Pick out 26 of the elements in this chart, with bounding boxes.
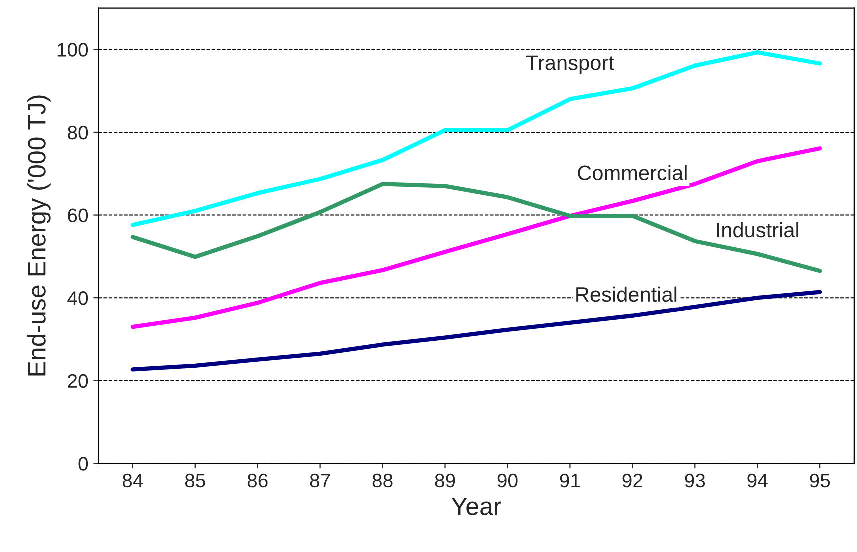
x-tick-label: 91 (560, 474, 580, 488)
x-tick-label: 95 (810, 474, 830, 488)
x-tick-label: 87 (310, 474, 330, 488)
series-label: Residential (576, 286, 677, 302)
x-tick-label: 94 (748, 474, 768, 488)
x-tick-label: 85 (185, 474, 206, 488)
x-tick-label: 93 (685, 474, 706, 488)
line-series (130, 182, 822, 274)
y-tick-label: 80 (68, 126, 88, 140)
line-series (130, 146, 822, 330)
series-label: Commercial (578, 165, 687, 181)
x-axis-title: Year (452, 498, 502, 516)
x-tick-label: 86 (248, 474, 268, 488)
x-tick-label: 88 (372, 474, 393, 488)
y-tick-label: 40 (68, 292, 88, 306)
x-tick-label: 84 (122, 474, 144, 488)
x-tick-label: 92 (622, 474, 643, 488)
y-tick-label: 20 (68, 374, 88, 388)
y-tick-label: 0 (78, 457, 88, 471)
y-tick-label: 100 (58, 43, 88, 57)
series-label: Transport (526, 56, 614, 75)
y-axis-title: End-use Energy ('000 TJ) (28, 96, 51, 376)
x-tick-label: 90 (498, 474, 518, 488)
x-tick-label: 89 (435, 474, 456, 488)
y-tick-label: 60 (68, 208, 88, 223)
series-label: Industrial (717, 222, 798, 238)
